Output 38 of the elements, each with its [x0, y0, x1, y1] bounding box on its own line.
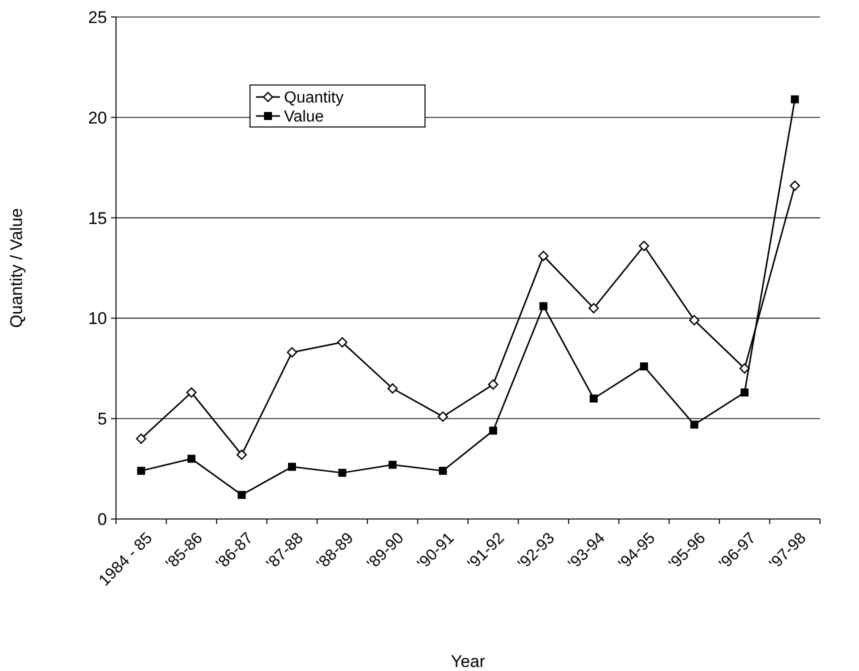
point	[137, 466, 146, 475]
point	[337, 337, 348, 348]
point	[488, 379, 498, 390]
point	[790, 180, 800, 191]
point	[438, 411, 448, 422]
point	[388, 460, 397, 469]
point	[689, 315, 700, 326]
x-axis-title: Year	[450, 652, 486, 671]
point	[238, 490, 246, 499]
y-axis-title: Quantity / Value	[7, 208, 26, 328]
point	[387, 383, 398, 394]
point	[690, 420, 698, 429]
point	[539, 302, 548, 310]
point	[236, 450, 247, 460]
point	[739, 363, 750, 374]
point	[286, 347, 298, 358]
legend-label: Value	[284, 108, 324, 126]
point	[489, 426, 498, 435]
point	[187, 454, 196, 463]
y-tick-label: 15	[88, 208, 107, 228]
legend-label: Quantity	[284, 90, 344, 107]
point	[538, 250, 549, 262]
y-tick-label: 25	[88, 8, 107, 27]
point	[136, 434, 146, 444]
point	[740, 388, 749, 396]
y-tick-label: 10	[88, 309, 107, 328]
point	[790, 95, 799, 104]
point	[288, 462, 296, 471]
y-tick-label: 0	[98, 510, 107, 529]
point	[590, 394, 598, 403]
point	[638, 240, 650, 252]
point	[640, 362, 648, 370]
point	[588, 303, 599, 314]
point	[186, 387, 197, 398]
y-tick-label: 5	[98, 410, 107, 429]
point	[338, 468, 346, 477]
point	[438, 466, 447, 475]
y-tick-label: 20	[88, 108, 107, 128]
